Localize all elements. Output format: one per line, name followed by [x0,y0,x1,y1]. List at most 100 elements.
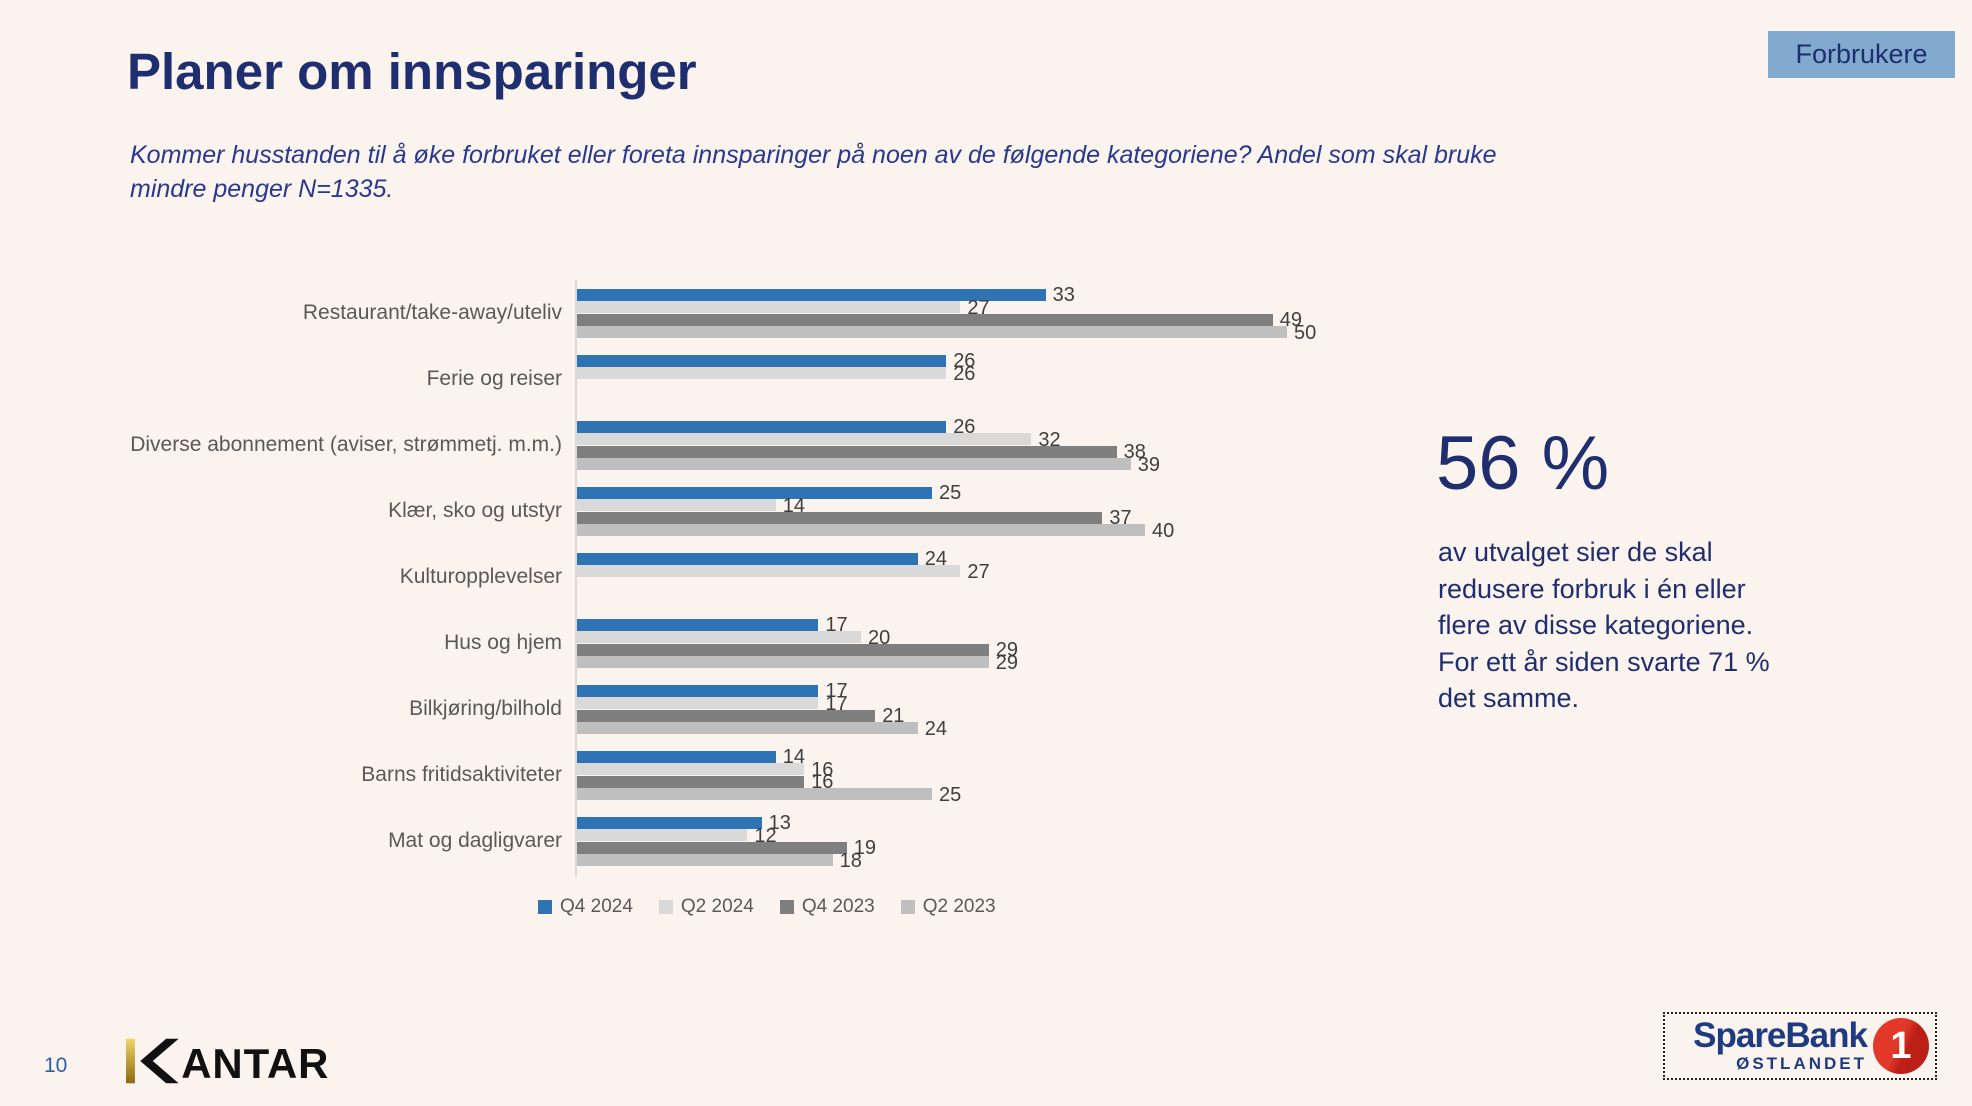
bar-slot: 29 [577,639,1377,661]
bar-q2-2023 [577,854,833,866]
page-number: 10 [44,1054,68,1077]
bar-slot: 12 [577,825,1377,847]
bar-value-label: 21 [882,705,905,727]
bar-value-label: 32 [1038,428,1061,451]
bar-slot [577,577,1377,590]
bar-value-label: 33 [1052,284,1075,306]
bar-slot: 21 [577,705,1377,727]
bar-q4-2024 [577,552,918,565]
bar-value-label: 24 [924,548,948,570]
bar-q4-2023 [577,643,989,656]
bar-slot: 27 [577,297,1377,319]
highlight-stat: 56 % [1436,421,1610,506]
legend-swatch-icon [779,900,794,914]
bar-slot: 29 [577,652,1377,674]
bar-slot: 37 [577,507,1377,529]
category-bars: 25 14 37 40 [577,478,1377,544]
bar-value-label: 18 [839,849,862,872]
bar-q4-2024 [577,816,762,829]
bar-value-label: 26 [953,362,976,385]
bar-q2-2024 [577,763,805,775]
category-bars: 17 17 21 24 [577,676,1377,742]
bar-value-label: 24 [924,717,948,740]
bar-value-label: 50 [1294,321,1317,344]
bar-value-label: 16 [811,758,834,781]
bar-q2-2023 [577,524,1145,536]
bar-q2-2024 [577,367,947,379]
category-bars: 14 16 16 25 [577,742,1377,808]
legend-item: Q2 2023 [900,896,996,918]
bar-value-label: 29 [995,651,1019,674]
bar-q2-2023 [577,656,989,668]
category-bars: 26 26 [577,346,1377,412]
chart-row: Kulturopplevelser 24 27 [0,544,1400,610]
bar-value-label: 16 [811,771,834,793]
bar-q4-2023 [577,445,1117,458]
bar-q4-2023 [577,709,876,722]
category-bars: 26 32 38 39 [577,412,1377,478]
legend-swatch-icon [658,900,673,914]
bar-slot: 14 [577,746,1377,768]
legend-swatch-icon [538,900,552,914]
bar-q4-2023 [577,841,847,854]
kantar-logo: ANTAR [126,1038,329,1084]
bar-q4-2024 [577,354,947,367]
chart-row: Diverse abonnement (aviser, strømmetj. m… [0,412,1400,478]
sparebank-region: ØSTLANDET [1736,1054,1867,1073]
bar-slot: 32 [577,429,1377,451]
chart-row: Bilkjøring/bilhold 17 17 21 24 [0,676,1400,742]
bar-slot: 26 [577,350,1377,372]
bar-q2-2024 [577,631,861,643]
bar-slot [577,590,1377,603]
category-label: Kulturopplevelser [399,565,562,588]
bar-q4-2023 [577,775,805,788]
bar-value-label: 25 [939,783,962,806]
bar-value-label: 29 [995,639,1019,661]
bar-value-label: 20 [868,626,891,649]
legend-item: Q4 2024 [538,896,633,918]
kantar-logo-text: ANTAR [181,1040,329,1084]
category-bars: 13 12 19 18 [577,808,1377,874]
bar-slot: 33 [577,284,1377,306]
bar-q2-2024 [577,499,776,511]
bar-slot: 24 [577,718,1377,740]
bar-slot: 17 [577,680,1377,702]
bar-q4-2024 [577,486,932,499]
bar-slot: 19 [577,837,1377,859]
category-label: Bilkjøring/bilhold [409,697,562,720]
bar-value-label: 13 [768,812,791,834]
chart-row: Hus og hjem 17 20 29 29 [0,610,1400,676]
bar-value-label: 27 [967,296,990,319]
kantar-gold-bar [126,1038,135,1084]
bar-value-label: 17 [825,692,848,715]
bar-value-label: 14 [782,746,806,768]
bar-slot: 17 [577,693,1377,715]
bar-slot: 25 [577,482,1377,504]
bar-value-label: 17 [825,680,848,702]
bar-slot: 27 [577,561,1377,583]
bar-q2-2023 [577,788,932,800]
legend-item: Q4 2023 [779,896,875,918]
category-label: Ferie og reiser [426,367,562,390]
bar-slot: 25 [577,784,1377,806]
bar-value-label: 40 [1152,519,1175,542]
category-label: Barns fritidsaktiviteter [361,763,562,786]
category-label: Restaurant/take-away/uteliv [302,301,562,324]
bar-value-label: 39 [1137,453,1161,476]
highlight-text: av utvalget sier de skal redusere forbru… [1438,537,1770,713]
bar-q4-2024 [577,750,776,763]
bar-q2-2023 [577,326,1287,338]
bar-q2-2024 [577,301,961,313]
category-label: Hus og hjem [444,631,562,654]
chart-row: Mat og dagligvarer 13 12 19 18 [0,808,1400,874]
bar-value-label: 14 [782,494,806,517]
bar-slot: 13 [577,812,1377,834]
bar-q2-2024 [577,697,819,709]
bar-q4-2023 [577,511,1103,524]
bar-slot: 14 [577,495,1377,517]
legend-label: Q4 2024 [560,896,633,917]
audience-badge: Forbrukere [1768,31,1955,78]
bar-q4-2024 [577,288,1046,301]
chart-row: Barns fritidsaktiviteter 14 16 16 25 [0,742,1400,808]
